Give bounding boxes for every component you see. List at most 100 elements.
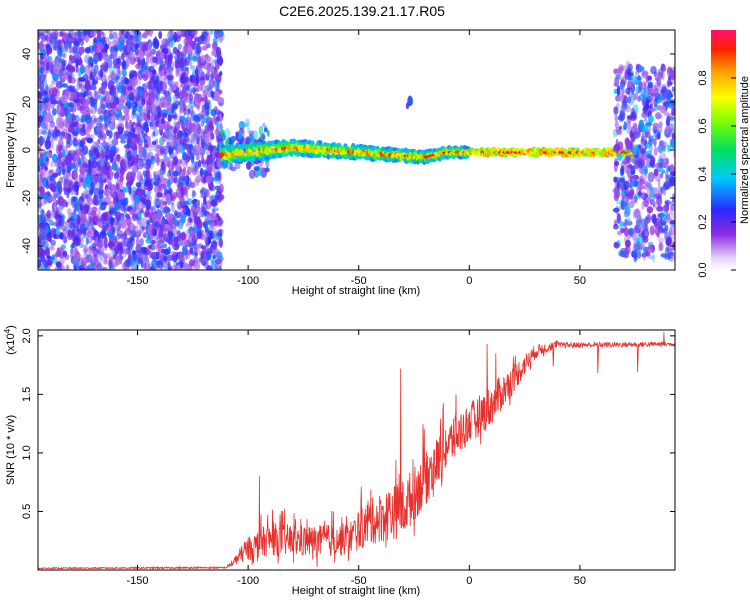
heatmap-cell [143, 211, 149, 218]
heatmap-cell [97, 133, 104, 139]
heatmap-cell [93, 40, 98, 49]
heatmap-cell [213, 80, 219, 86]
heatmap-cell [131, 76, 138, 86]
heatmap-cell [62, 228, 67, 237]
heatmap-cell [120, 95, 127, 101]
heatmap-cell [170, 238, 174, 245]
heatmap-cell [206, 265, 213, 270]
heatmap-cell [162, 148, 169, 155]
heatmap-cell [104, 62, 109, 74]
heatmap-cell [40, 160, 44, 171]
heatmap-cell [75, 232, 82, 237]
heatmap-cell [156, 156, 160, 166]
heatmap-cell [178, 110, 183, 121]
heatmap-cell [152, 140, 157, 146]
heatmap-cell [73, 171, 79, 180]
heatmap-cell [115, 75, 120, 80]
heatmap-cell [179, 90, 187, 99]
heatmap-cell [224, 128, 231, 139]
heatmap-cell [70, 244, 75, 249]
heatmap-cell [264, 167, 270, 173]
heatmap-cell [234, 163, 241, 170]
heatmap-cell [93, 90, 97, 98]
heatmap-cell [118, 191, 125, 200]
heatmap-cell [140, 259, 144, 269]
heatmap-cell [39, 54, 44, 61]
heatmap-cell [114, 172, 119, 179]
heatmap-cell [159, 137, 165, 146]
heatmap-cell [208, 180, 214, 192]
heatmap-cell [108, 113, 113, 121]
heatmap-cell [81, 161, 86, 168]
heatmap-cell [88, 245, 93, 252]
heatmap-cell [180, 213, 186, 224]
heatmap-cell [62, 149, 66, 159]
heatmap-cell [52, 99, 58, 105]
heatmap-cell [114, 211, 122, 218]
heatmap-cell [164, 130, 172, 138]
heatmap-cell [161, 90, 167, 95]
heatmap-cell [139, 137, 147, 143]
heatmap-cell [131, 186, 137, 193]
heatmap-cell [54, 55, 62, 63]
heatmap-cell [101, 266, 109, 270]
heatmap-cell [210, 132, 215, 140]
heatmap-cell [170, 201, 175, 213]
heatmap-cell [45, 124, 53, 132]
heatmap-cell [134, 134, 142, 144]
heatmap-cell [196, 86, 201, 92]
heatmap-cell [210, 90, 215, 96]
heatmap-cell [59, 31, 64, 37]
heatmap-cell [151, 109, 158, 117]
heatmap-cell [82, 248, 88, 253]
heatmap-cell [163, 255, 168, 262]
heatmap-cell [78, 178, 83, 188]
heatmap-cell [633, 75, 638, 82]
heatmap-cell [200, 64, 206, 69]
heatmap-cell [246, 160, 252, 170]
heatmap-cell [62, 250, 67, 258]
heatmap-cell [218, 191, 222, 196]
heatmap-cell [210, 221, 215, 229]
heatmap-cell [248, 133, 254, 141]
heatmap-cell [216, 115, 220, 122]
heatmap-cell [63, 118, 70, 128]
heatmap-cell [210, 158, 215, 166]
heatmap-cell [50, 37, 56, 45]
heatmap-cell [128, 52, 136, 59]
heatmap-cell [61, 158, 66, 168]
heatmap-cell [260, 134, 266, 141]
heatmap-cell [125, 244, 132, 254]
heatmap-cell [46, 135, 50, 147]
heatmap-cell [657, 178, 661, 189]
heatmap-cell [90, 181, 95, 193]
heatmap-cell [133, 194, 140, 202]
heatmap-cell [132, 109, 136, 116]
heatmap-cell [111, 101, 117, 109]
heatmap-cell [187, 242, 194, 247]
heatmap-cell [113, 63, 119, 69]
heatmap-cell [200, 202, 204, 213]
heatmap-cell [190, 33, 194, 39]
heatmap-cell [117, 58, 121, 64]
heatmap-cell [659, 89, 664, 94]
heatmap-cell [41, 77, 48, 88]
heatmap-cell [653, 70, 658, 78]
heatmap-cell [85, 46, 91, 54]
heatmap-cell [159, 252, 163, 261]
heatmap-cell [142, 232, 147, 239]
heatmap-cell [668, 228, 673, 236]
heatmap-cell [97, 107, 102, 115]
heatmap-cell [180, 187, 184, 198]
heatmap-cell [167, 114, 172, 122]
heatmap-cell [99, 103, 106, 109]
heatmap-cell [108, 262, 112, 270]
heatmap-cell [253, 166, 261, 172]
heatmap-cell [641, 191, 645, 200]
heatmap-cell [166, 74, 174, 81]
heatmap-cell [225, 138, 230, 146]
heatmap-cell [156, 192, 163, 198]
heatmap-cell [90, 160, 98, 169]
heatmap-cell [108, 130, 113, 139]
